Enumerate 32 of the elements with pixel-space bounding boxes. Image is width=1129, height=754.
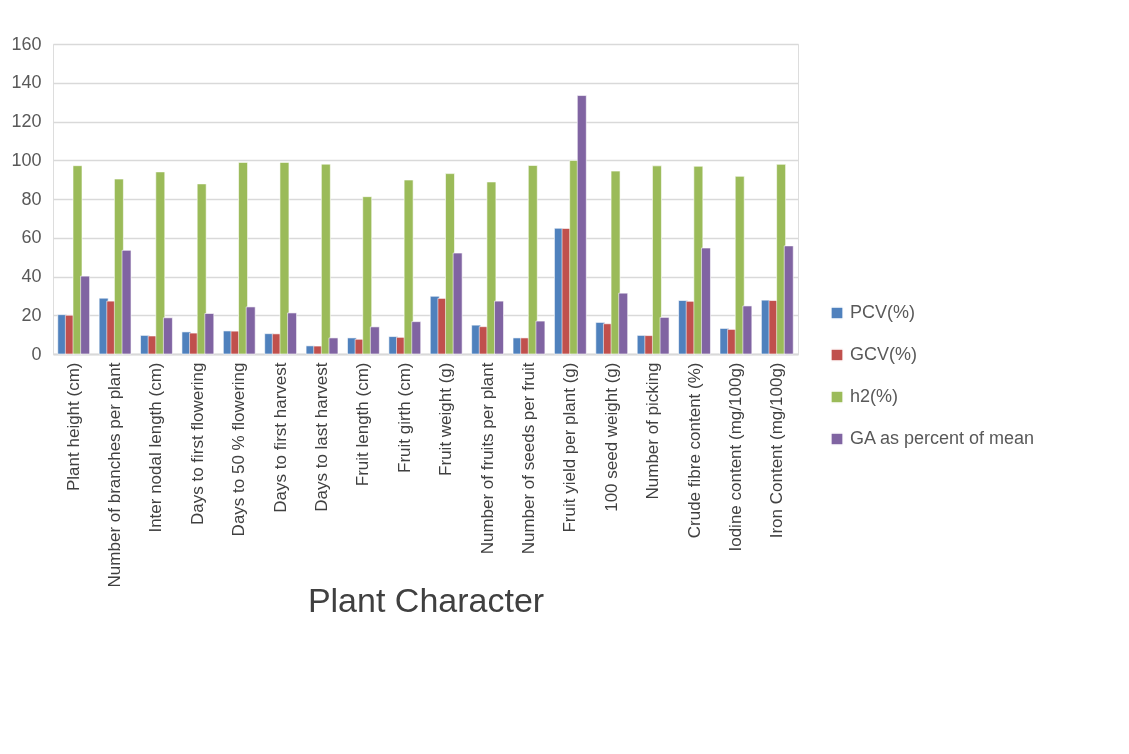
- x-tick-label: Days to first harvest: [270, 362, 290, 513]
- x-tick-label: Fruit girth (cm): [394, 362, 414, 473]
- x-tick-label: Days to first flowering: [187, 362, 207, 525]
- x-tick-label: Days to 50 % flowering: [229, 362, 249, 537]
- x-tick-label: Fruit yield per plant (g): [560, 362, 580, 533]
- legend-label: h2(%): [850, 386, 899, 406]
- x-tick-label: Plant height (cm): [63, 362, 83, 491]
- y-tick-label: 100: [11, 149, 42, 170]
- y-tick-label: 160: [11, 33, 42, 54]
- legend-label: GCV(%): [850, 344, 917, 364]
- x-tick-label: Iron Content (mg/100g): [767, 362, 787, 539]
- y-tick-label: 0: [31, 343, 42, 364]
- x-tick-label: Iodine content (mg/100g): [725, 362, 745, 552]
- x-axis-title: Plant Character: [307, 580, 545, 619]
- x-tick-label: Days to last harvest: [312, 362, 332, 512]
- legend-label: GA as percent of mean: [850, 428, 1035, 448]
- y-tick-label: 60: [21, 227, 42, 248]
- y-tick-label: 120: [11, 111, 42, 131]
- y-tick-label: 140: [11, 72, 42, 93]
- x-tick-label: Fruit weight (g): [436, 362, 456, 476]
- y-tick-label: 40: [21, 266, 42, 286]
- x-tick-label: Number of seeds per fruit: [518, 362, 538, 555]
- x-tick-label: Number of branches per plant: [105, 362, 125, 588]
- y-tick-label: 80: [21, 188, 42, 209]
- x-tick-label: Number of fruits per plant: [477, 362, 497, 555]
- x-tick-label: Inter nodal length (cm): [146, 362, 166, 533]
- x-tick-label: 100 seed weight (g): [601, 362, 621, 512]
- x-tick-label: Number of picking: [643, 362, 663, 500]
- y-tick-label: 20: [21, 304, 42, 325]
- x-tick-label: Crude fibre content (%): [684, 362, 704, 539]
- legend-label: PCV(%): [850, 302, 916, 322]
- x-tick-label: Fruit length (cm): [353, 362, 373, 487]
